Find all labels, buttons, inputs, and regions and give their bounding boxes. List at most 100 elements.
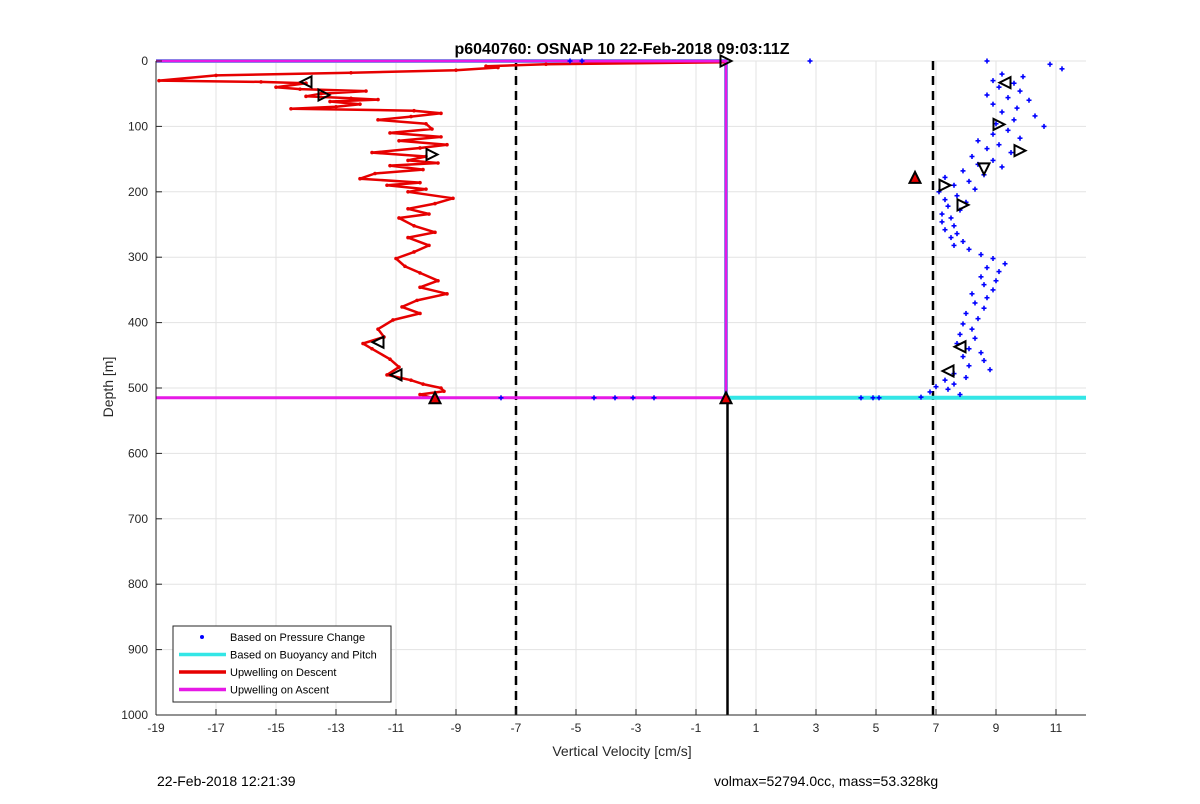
descent-point (409, 378, 413, 382)
pressure-point (978, 350, 984, 356)
triangle-marker (976, 162, 992, 177)
legend-symbol (200, 635, 204, 639)
descent-point (397, 138, 401, 143)
descent-point (349, 70, 353, 75)
chart-title: p6040760: OSNAP 10 22-Feb-2018 09:03:11Z (454, 41, 789, 58)
y-tick-label: 400 (128, 316, 148, 330)
descent-point (376, 97, 380, 102)
pressure-point (942, 197, 948, 203)
triangle-marker (719, 53, 734, 69)
y-tick-labels: 0 100 200 300 400 500 600 700 800 900 1000 (121, 54, 162, 722)
x-tick-label: -15 (267, 721, 285, 735)
descent-point (388, 357, 392, 362)
pressure-point (990, 101, 996, 107)
x-tick-label: 11 (1050, 721, 1063, 735)
descent-point (484, 64, 488, 69)
descent-point (418, 311, 422, 316)
pressure-point (1005, 95, 1011, 101)
descent-point (427, 243, 431, 248)
pressure-point (1005, 127, 1011, 133)
descent-point (391, 318, 395, 322)
pressure-point (966, 346, 972, 352)
pressure-point (984, 58, 990, 64)
pressure-point (981, 358, 987, 364)
descent-point (430, 127, 434, 131)
pressure-point (1017, 88, 1023, 94)
pressure-point (876, 395, 882, 401)
pressure-point (999, 71, 1005, 77)
pressure-point (957, 392, 963, 398)
descent-point (364, 89, 368, 93)
footer-volmax-mass: volmax=52794.0cc, mass=53.328kg (714, 773, 939, 789)
pressure-point (975, 138, 981, 144)
pressure-point (1020, 74, 1026, 80)
descent-point (400, 305, 404, 309)
pressure-point (951, 381, 957, 387)
triangle-marker (317, 87, 332, 103)
descent-point (319, 91, 323, 96)
descent-point (388, 131, 392, 135)
descent-point (451, 196, 455, 201)
pressure-point (1017, 135, 1023, 141)
descent-point (394, 256, 398, 261)
triangle-marker (952, 339, 967, 354)
descent-point (418, 285, 422, 290)
descent-point (406, 207, 410, 211)
descent-point (424, 187, 428, 191)
descent-point (439, 111, 443, 116)
y-tick-label: 1000 (121, 708, 148, 722)
triangle-marker (1013, 143, 1028, 158)
descent-point (412, 250, 416, 254)
pressure-point (981, 282, 987, 288)
descent-point (421, 382, 425, 386)
pressure-point (984, 92, 990, 98)
pressure-point (951, 223, 957, 229)
pressure-point (951, 242, 957, 248)
pressure-point (1047, 61, 1053, 67)
descent-point (370, 346, 374, 351)
pressure-point (942, 377, 948, 383)
descent-point (157, 78, 161, 83)
x-tick-label: -11 (388, 721, 405, 735)
pressure-point (1026, 97, 1032, 103)
descent-point (418, 146, 422, 150)
legend: Based on Pressure Change Based on Buoyanc… (172, 625, 392, 703)
y-tick-label: 600 (128, 446, 148, 460)
pressure-point (984, 265, 990, 271)
descent-point (427, 212, 431, 216)
triangle-marker (425, 147, 440, 162)
descent-point (544, 62, 548, 67)
x-tick-label: -1 (691, 721, 702, 735)
grid-lines (155, 60, 1086, 716)
pressure-point (567, 58, 573, 64)
descent-point (385, 183, 389, 188)
descent-point (439, 135, 443, 139)
pressure-point (927, 389, 933, 395)
y-tick-label: 300 (128, 250, 148, 264)
pressure-point (948, 215, 954, 221)
pressure-point (996, 84, 1002, 90)
triangle-marker (956, 197, 971, 213)
pressure-point (975, 316, 981, 322)
pressure-point (498, 395, 504, 401)
triangle-marker (370, 335, 385, 350)
pressure-point (942, 227, 948, 233)
x-tick-label: -5 (571, 721, 582, 735)
pressure-point (807, 58, 813, 64)
pressure-point (870, 395, 876, 401)
descent-point (406, 235, 410, 240)
pressure-point (963, 375, 969, 381)
pressure-point (990, 78, 996, 84)
pressure-point (939, 219, 945, 225)
descent-point (376, 118, 380, 122)
x-tick-label: -3 (631, 721, 642, 735)
pressure-point (960, 168, 966, 174)
descent-point (370, 150, 374, 155)
pressure-point (630, 395, 636, 401)
descent-point (496, 65, 500, 70)
descent-point (289, 106, 293, 111)
descent-point (349, 96, 353, 101)
descent-point (214, 73, 218, 78)
triangle-marker (938, 178, 953, 193)
